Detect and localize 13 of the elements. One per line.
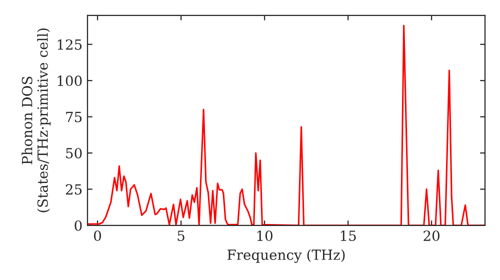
x-tick-label: 15 <box>340 230 356 242</box>
y-tick-label: 75 <box>66 112 82 122</box>
y-tick-label: 0 <box>74 220 82 231</box>
x-tick-label: 5 <box>178 230 184 242</box>
y-tick-label: 125 <box>58 39 82 50</box>
y-axis-title: Phonon DOS (States/THz·primitive cell) <box>22 28 51 212</box>
x-tick-label: 0 <box>94 230 102 242</box>
y-tick-label: 100 <box>58 76 82 86</box>
x-axis-title: Frequency (THz) <box>227 249 345 263</box>
y-tick-label: 25 <box>66 184 82 195</box>
x-tick-label: 10 <box>257 230 272 242</box>
x-tick-label: 20 <box>424 230 440 242</box>
y-tick-label: 50 <box>66 148 82 158</box>
